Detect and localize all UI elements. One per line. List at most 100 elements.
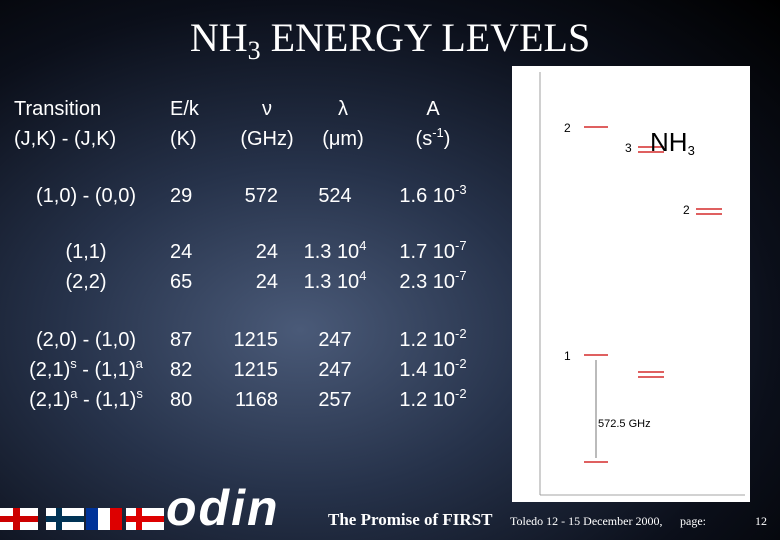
text-segment: 65 <box>170 271 193 293</box>
text-segment: (J,K) - (J,K) <box>14 128 117 150</box>
text-segment: (2,2) <box>65 271 107 293</box>
table-cell: 65 <box>170 270 192 294</box>
diagram-title: NH3 <box>650 127 695 157</box>
text-segment: -2 <box>455 386 467 401</box>
table-cell: 80 <box>170 388 192 412</box>
table-cell: 87 <box>170 328 192 352</box>
text-segment: (μm) <box>322 128 364 150</box>
text-segment: (s <box>415 128 433 150</box>
column-header: E/k <box>170 97 199 121</box>
transition-label: 572.5 GHz <box>598 418 651 430</box>
footer-title: The Promise of FIRST <box>328 510 493 529</box>
table-cell: 1168 <box>235 388 278 412</box>
level-label: 2 <box>564 121 571 135</box>
text-segment: 3 <box>687 143 695 158</box>
text-segment: λ <box>338 98 348 120</box>
column-header: (s-1) <box>333 125 533 151</box>
text-segment: 1215 <box>233 329 279 351</box>
table-cell: 1215 <box>234 358 279 382</box>
text-segment: a <box>135 356 143 371</box>
table-cell: 24 <box>256 270 278 294</box>
text-segment: -7 <box>455 238 467 253</box>
text-segment: -7 <box>455 268 467 283</box>
table-cell: 24 <box>256 240 278 264</box>
text-segment: 1168 <box>234 389 278 411</box>
text-segment: 1.6 10 <box>399 185 456 207</box>
text-segment: (2,1) <box>29 389 71 411</box>
text-segment: s <box>70 356 77 371</box>
table-cell: 2.3 10-7 <box>333 268 533 294</box>
table-cell: (2,1)a - (1,1)s <box>0 386 186 412</box>
text-segment: 1.2 10 <box>399 329 456 351</box>
text-segment: (1,1) <box>65 241 107 263</box>
text-segment: NH <box>650 127 688 157</box>
text-segment: 257 <box>318 389 352 411</box>
text-segment: -3 <box>455 182 467 197</box>
text-segment: 4 <box>359 268 367 283</box>
column-header: (J,K) - (J,K) <box>14 127 116 151</box>
text-segment: 1.2 10 <box>399 389 456 411</box>
table-cell: 1.3 104 <box>235 268 435 294</box>
diagram-panel <box>512 66 750 502</box>
text-segment: 24 <box>255 241 278 263</box>
table-cell: 1.2 10-2 <box>333 327 533 352</box>
text-segment: 1.3 10 <box>303 241 360 263</box>
text-segment: a <box>70 386 78 401</box>
text-segment: - (1,1) <box>76 359 136 381</box>
text-segment: 82 <box>170 359 193 381</box>
text-segment: E/k <box>170 98 199 120</box>
table-cell: 257 <box>235 388 435 412</box>
logo-box <box>0 508 164 530</box>
column-header: ν <box>167 97 367 121</box>
table-cell: 1.6 10-3 <box>333 182 533 208</box>
footer-page-label: page: <box>680 514 706 528</box>
table-cell: 1.4 10-2 <box>333 357 533 382</box>
table-cell: 1.7 10-7 <box>333 238 533 264</box>
text-segment: 247 <box>318 359 352 381</box>
text-segment: ) <box>443 128 451 150</box>
text-segment: 3 <box>247 36 261 65</box>
text-segment: 4 <box>359 238 367 253</box>
text-segment: 87 <box>170 329 193 351</box>
table-cell: (1,0) - (0,0) <box>0 184 186 208</box>
text-segment: (GHz) <box>240 128 294 150</box>
text-segment: ν <box>262 98 272 120</box>
table-cell: (2,0) - (1,0) <box>0 328 186 352</box>
text-segment: Transition <box>14 98 102 120</box>
text-segment: (2,1) <box>29 359 71 381</box>
table-cell: 82 <box>170 358 192 382</box>
table-cell: (2,2) <box>0 270 186 294</box>
table-cell: 1.3 104 <box>235 238 435 264</box>
text-segment: ENERGY LEVELS <box>260 15 591 60</box>
slide-title: NH3 ENERGY LEVELS <box>0 14 780 64</box>
text-segment: s <box>136 386 143 401</box>
text-segment: (1,0) - (0,0) <box>35 185 137 207</box>
table-cell: 572 <box>245 184 278 208</box>
table-cell: 24 <box>170 240 192 264</box>
text-segment: 1215 <box>233 359 279 381</box>
logo: odin <box>166 480 280 536</box>
column-header: (GHz) <box>167 127 367 151</box>
text-segment: 2.3 10 <box>399 271 456 293</box>
text-segment: - (1,1) <box>77 389 137 411</box>
text-segment: 80 <box>170 389 193 411</box>
text-segment: A <box>426 98 440 120</box>
text-segment: -1 <box>432 125 444 140</box>
column-header: (μm) <box>243 127 443 151</box>
table-cell: (2,1)s - (1,1)a <box>0 356 186 382</box>
text-segment: 29 <box>170 185 193 207</box>
column-header: Transition <box>14 97 101 121</box>
level-label: 2 <box>683 203 690 217</box>
energy-levels <box>584 126 722 463</box>
footer-event: Toledo 12 - 15 December 2000, <box>510 514 663 528</box>
table-cell: 29 <box>170 184 192 208</box>
table-cell: 247 <box>235 328 435 352</box>
table-cell: 524 <box>235 184 435 208</box>
text-segment: 24 <box>170 241 193 263</box>
table-cell: 247 <box>235 358 435 382</box>
table-cell: 1215 <box>234 328 279 352</box>
text-segment: 24 <box>255 271 278 293</box>
text-segment: 1.3 10 <box>303 271 360 293</box>
